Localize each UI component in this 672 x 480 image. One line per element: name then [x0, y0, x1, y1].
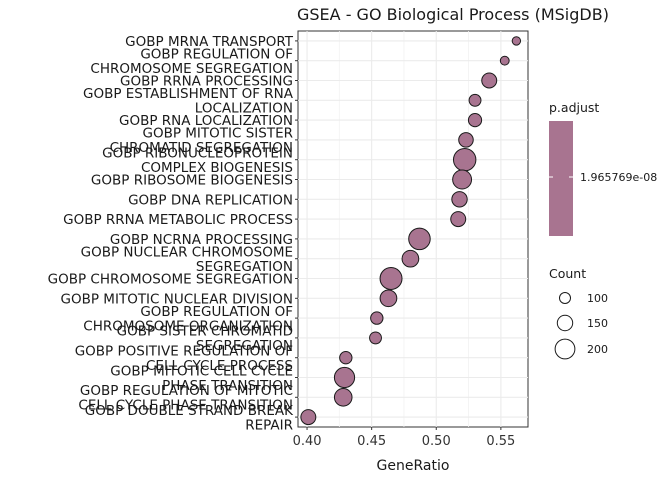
y-axis-label-line: CELL CYCLE PROCESS: [146, 358, 293, 374]
y-axis-label-line: GOBP RRNA METABOLIC PROCESS: [63, 212, 293, 228]
y-axis-label: GOBP REGULATION OF CHROMOSOME ORGANIZATIO…: [83, 304, 293, 335]
size-legend-circle: [556, 314, 574, 332]
y-axis-label: GOBP MITOTIC SISTER CHROMATID SEGREGATION: [110, 126, 293, 157]
y-axis-label-line: GOBP REGULATION OF MITOTIC: [80, 383, 293, 399]
data-point: [452, 148, 477, 172]
y-axis-label-line: SEGREGATION: [196, 259, 293, 275]
y-axis-label: GOBP REGULATION OF MITOTIC CELL CYCLE PHA…: [78, 383, 293, 414]
y-axis-label-line: COMPLEX BIOGENESIS: [141, 160, 293, 176]
data-point: [481, 72, 498, 89]
y-axis-label-line: GOBP MITOTIC NUCLEAR DIVISION: [61, 291, 293, 307]
x-tick-label: 0.50: [422, 434, 451, 449]
data-point: [468, 93, 482, 107]
y-axis-label-line: GOBP RNA LOCALIZATION: [119, 113, 293, 129]
x-axis-ticks: 0.40 0.45 0.50 0.55: [293, 427, 515, 449]
data-point: [300, 409, 317, 426]
y-axis-label-line: PHASE TRANSITION: [162, 378, 293, 394]
size-legend-items: 100 150 200: [554, 291, 608, 360]
data-point: [333, 388, 353, 407]
y-axis-label-line: CHROMATID SEGREGATION: [110, 140, 293, 156]
y-axis-label-line: GOBP NUCLEAR CHROMOSOME: [81, 244, 293, 260]
y-axis-label-line: CHROMOSOME SEGREGATION: [90, 61, 293, 77]
plot-panel: [297, 30, 529, 428]
data-points: [300, 36, 522, 426]
data-point: [333, 366, 356, 389]
color-legend-swatch: [549, 121, 573, 236]
y-axis-label-line: GOBP REGULATION OF: [140, 304, 293, 320]
data-point: [450, 211, 467, 228]
y-axis-label-line: LOCALIZATION: [195, 101, 293, 117]
y-axis-label-line: GOBP CHROMOSOME SEGREGATION: [48, 272, 293, 288]
y-axis-label-line: GOBP MITOTIC SISTER: [142, 126, 293, 142]
y-axis-label-line: SEGREGATION: [196, 338, 293, 354]
legend: p.adjust 1.965769e-08 Count 100 150 200: [549, 100, 657, 360]
y-axis-label: GOBP MRNA TRANSPORT: [125, 34, 294, 50]
y-axis-label-line: GOBP DOUBLE STRAND BREAK: [85, 403, 294, 419]
y-axis-label-line: GOBP DNA REPLICATION: [128, 192, 293, 208]
size-legend-circle: [558, 291, 572, 305]
y-axis-label: GOBP RNA LOCALIZATION: [119, 113, 293, 129]
y-axis-label: GOBP DNA REPLICATION: [128, 192, 293, 208]
y-axis-label: GOBP RRNA METABOLIC PROCESS: [63, 212, 293, 228]
y-axis-label-line: CELL CYCLE PHASE TRANSITION: [78, 398, 293, 414]
y-axis-label: GOBP SISTER CHROMATID SEGREGATION: [117, 324, 293, 355]
size-legend-label: 100: [587, 292, 608, 305]
data-point: [339, 351, 353, 365]
y-axis-label: GOBP NCRNA PROCESSING: [110, 232, 293, 248]
data-point: [458, 132, 474, 148]
y-axis-label-line: GOBP RIBOSOME BIOGENESIS: [91, 173, 293, 189]
y-axis-label: GOBP RIBONUCLEOPROTEIN COMPLEX BIOGENESIS: [102, 145, 293, 176]
y-axis-label-line: GOBP REGULATION OF: [140, 46, 293, 62]
y-axis-label: GOBP REGULATION OF CHROMOSOME SEGREGATION: [90, 46, 293, 76]
data-point: [511, 36, 522, 46]
x-tick-label: 0.45: [357, 434, 386, 449]
x-tick-label: 0.40: [293, 434, 322, 449]
y-axis-label-line: GOBP POSITIVE REGULATION OF: [75, 343, 293, 359]
data-point: [379, 267, 403, 290]
x-tick-label: 0.55: [486, 434, 515, 449]
data-point: [452, 169, 473, 190]
y-axis-label-line: GOBP MITOTIC CELL CYCLE: [110, 363, 293, 379]
y-axis-label: GOBP RRNA PROCESSING: [120, 74, 293, 90]
data-point: [408, 227, 431, 251]
y-axis-label-line: GOBP SISTER CHROMATID: [117, 324, 293, 340]
data-point: [499, 55, 510, 66]
y-axis-label: GOBP ESTABLISHMENT OF RNA LOCALIZATION: [83, 86, 294, 117]
size-legend-label: 150: [587, 317, 608, 330]
data-point: [451, 191, 468, 208]
x-axis-title: GeneRatio: [377, 458, 450, 474]
chart-title: GSEA - GO Biological Process (MSigDB): [297, 5, 609, 24]
size-legend-circle: [554, 338, 576, 360]
color-legend-title: p.adjust: [549, 100, 599, 115]
y-axis-label-line: GOBP RRNA PROCESSING: [120, 74, 293, 90]
size-legend-title: Count: [549, 266, 586, 281]
y-axis-label-line: GOBP MRNA TRANSPORT: [125, 34, 294, 50]
y-axis-label: GOBP MITOTIC CELL CYCLE PHASE TRANSITION: [110, 363, 293, 394]
y-axis-label: GOBP MITOTIC NUCLEAR DIVISION: [61, 291, 293, 307]
size-legend-label: 200: [587, 343, 608, 356]
y-axis-label-line: GOBP RIBONUCLEOPROTEIN: [102, 145, 293, 161]
y-axis-label-line: GOBP NCRNA PROCESSING: [110, 232, 293, 248]
data-point: [401, 249, 420, 268]
y-axis-label: GOBP CHROMOSOME SEGREGATION: [48, 272, 293, 288]
data-point: [369, 331, 382, 345]
y-axis-label: GOBP DOUBLE STRAND BREAK REPAIR: [85, 403, 294, 434]
y-axis-label: GOBP POSITIVE REGULATION OF CELL CYCLE PR…: [75, 343, 293, 374]
y-axis-label-line: CHROMOSOME ORGANIZATION: [83, 318, 293, 334]
color-legend-value: 1.965769e-08: [580, 171, 657, 184]
y-axis-label: GOBP RIBOSOME BIOGENESIS: [91, 173, 293, 189]
data-point: [467, 112, 483, 128]
y-axis-label-line: GOBP ESTABLISHMENT OF RNA: [83, 86, 294, 102]
data-point: [379, 289, 398, 308]
y-axis-label: GOBP NUCLEAR CHROMOSOME SEGREGATION: [81, 244, 293, 275]
data-point: [370, 311, 384, 325]
y-axis-label-line: REPAIR: [245, 417, 293, 433]
